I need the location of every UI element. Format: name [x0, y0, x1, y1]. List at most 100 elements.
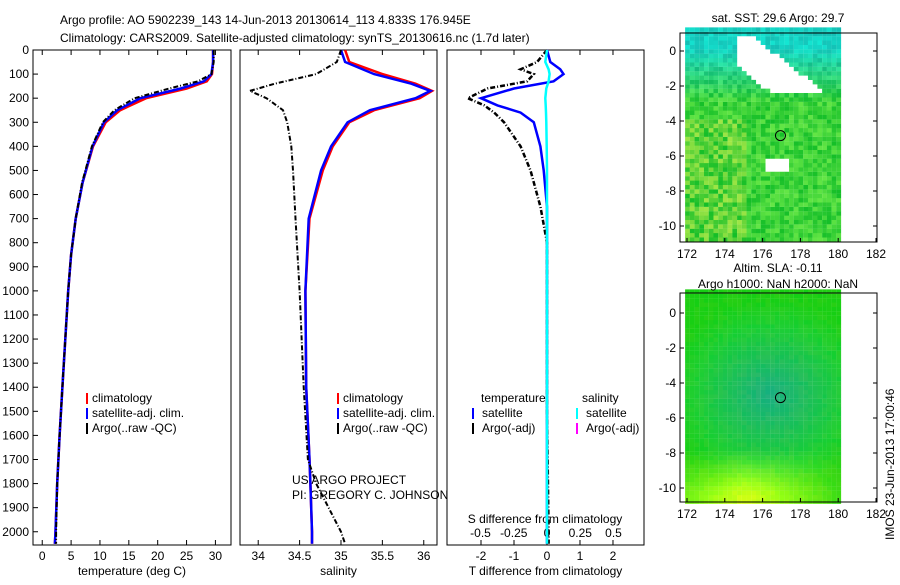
- map-cell: [817, 442, 823, 447]
- map-cell: [751, 477, 757, 482]
- map-cell: [751, 84, 757, 89]
- map-cell: [694, 176, 700, 181]
- map-cell: [722, 460, 728, 465]
- map-cell: [798, 420, 804, 426]
- map-cell: [713, 66, 719, 72]
- map-cell: [689, 293, 695, 299]
- map-cell: [789, 176, 794, 181]
- map-cell: [817, 189, 823, 194]
- map-cell: [741, 106, 747, 111]
- map-cell: [708, 145, 714, 150]
- map-cell: [755, 320, 761, 325]
- map-cell: [704, 495, 709, 500]
- map-cell: [755, 486, 761, 491]
- map-cell: [836, 184, 842, 190]
- map-cell: [784, 346, 790, 351]
- map-cell: [713, 411, 719, 417]
- map-cell: [836, 407, 842, 412]
- map-cell: [746, 486, 752, 491]
- map-cell: [807, 167, 813, 172]
- map-cell: [812, 346, 818, 351]
- map-cell: [737, 184, 742, 190]
- map-cell: [689, 136, 695, 142]
- map-cell: [746, 451, 752, 456]
- map-cell: [807, 58, 813, 63]
- map-cell: [708, 394, 714, 399]
- map-cell: [817, 176, 823, 181]
- map-cell: [727, 376, 733, 382]
- map-cell: [793, 237, 799, 242]
- map-cell: [699, 141, 705, 146]
- map-cell: [737, 88, 742, 94]
- map-cell: [685, 180, 690, 185]
- map-cell: [708, 486, 714, 491]
- map-cell: [774, 455, 780, 461]
- map-cell: [798, 376, 804, 382]
- map-cell: [765, 31, 771, 37]
- map-cell: [789, 101, 794, 107]
- map-cell: [755, 464, 761, 469]
- map-cell: [822, 58, 827, 63]
- map-cell: [760, 189, 766, 194]
- map-cell: [798, 355, 804, 360]
- map-cell: [708, 446, 714, 452]
- map-cell: [770, 376, 775, 382]
- map-cell: [713, 184, 719, 190]
- map-cell: [722, 79, 728, 85]
- map-cell: [793, 215, 799, 220]
- map-cell: [798, 328, 804, 334]
- map-cell: [708, 481, 714, 487]
- map-cell: [822, 320, 827, 325]
- map-cell: [784, 324, 790, 329]
- map-cell: [812, 473, 818, 478]
- map-cell: [793, 451, 799, 456]
- map-cell: [737, 198, 742, 203]
- map-cell: [817, 341, 823, 347]
- map-cell: [741, 302, 747, 307]
- map-cell: [789, 398, 794, 404]
- map-cell: [722, 84, 728, 89]
- map-cell: [784, 219, 790, 225]
- map-cell: [822, 442, 827, 447]
- map-cell: [803, 49, 809, 54]
- map-cell: [746, 219, 752, 225]
- map-cell: [770, 381, 775, 386]
- map-cell: [751, 486, 757, 491]
- map-cell: [760, 206, 766, 212]
- map-cell: [812, 429, 818, 434]
- map-cell: [689, 355, 695, 360]
- map-cell: [826, 184, 832, 190]
- map-cell: [751, 211, 757, 216]
- map-cell: [831, 315, 837, 321]
- map-cell: [793, 193, 799, 199]
- map-cell: [741, 101, 747, 107]
- map-cell: [770, 355, 775, 360]
- map-cell: [685, 193, 690, 199]
- map-cell: [699, 123, 705, 129]
- map-cell: [755, 132, 761, 137]
- map-cell: [836, 233, 842, 238]
- map-cell: [779, 233, 785, 238]
- map-cell: [803, 464, 809, 469]
- map-cell: [793, 49, 799, 54]
- map-cell: [822, 341, 827, 347]
- map-cell: [779, 473, 785, 478]
- map-cell: [793, 376, 799, 382]
- map-cell: [737, 333, 742, 338]
- map-cell: [822, 376, 827, 382]
- map-cell: [831, 176, 837, 181]
- map-cell: [826, 394, 832, 399]
- map-cell: [784, 224, 790, 229]
- map-cell: [774, 464, 780, 469]
- map-cell: [789, 298, 794, 303]
- map-cell: [699, 88, 705, 94]
- map-cell: [718, 93, 723, 98]
- map-cell: [704, 398, 709, 404]
- map-cell: [826, 66, 832, 72]
- map-cell: [694, 385, 700, 391]
- map-cell: [807, 141, 813, 146]
- map-cell: [836, 176, 842, 181]
- map-cell: [732, 106, 738, 111]
- map-cell: [689, 167, 695, 172]
- map-cell: [836, 363, 842, 369]
